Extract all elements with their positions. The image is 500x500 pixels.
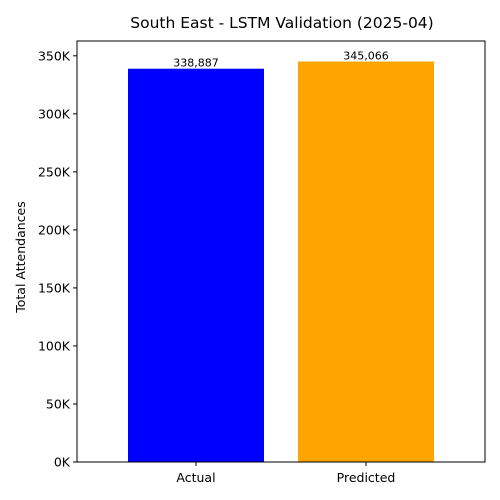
data-label-predicted: 345,066 — [343, 50, 389, 63]
x-tick-label-actual: Actual — [176, 470, 215, 485]
plot-frame — [76, 40, 486, 463]
chart-title: South East - LSTM Validation (2025-04) — [130, 14, 433, 32]
data-label-actual: 338,887 — [173, 57, 219, 70]
y-tick-label: 250K — [38, 164, 71, 179]
y-tick-label: 0K — [54, 455, 71, 470]
y-axis-label: Total Attendances — [13, 201, 28, 314]
y-tick-label: 50K — [46, 396, 71, 411]
y-tick-label: 350K — [38, 48, 71, 63]
y-tick-label: 150K — [38, 280, 71, 295]
bar-predicted — [298, 61, 434, 463]
x-tick-label-predicted: Predicted — [337, 470, 396, 485]
x-axis: Actual Predicted — [176, 462, 395, 485]
y-tick-label: 300K — [38, 106, 71, 121]
bars-group — [128, 61, 434, 463]
data-labels: 338,887 345,066 — [173, 50, 389, 70]
bar-actual — [128, 68, 264, 462]
y-axis: 0K 50K 100K 150K 200K 250K 300K 350K — [38, 48, 77, 470]
y-tick-label: 100K — [38, 338, 71, 353]
y-tick-label: 200K — [38, 222, 71, 237]
